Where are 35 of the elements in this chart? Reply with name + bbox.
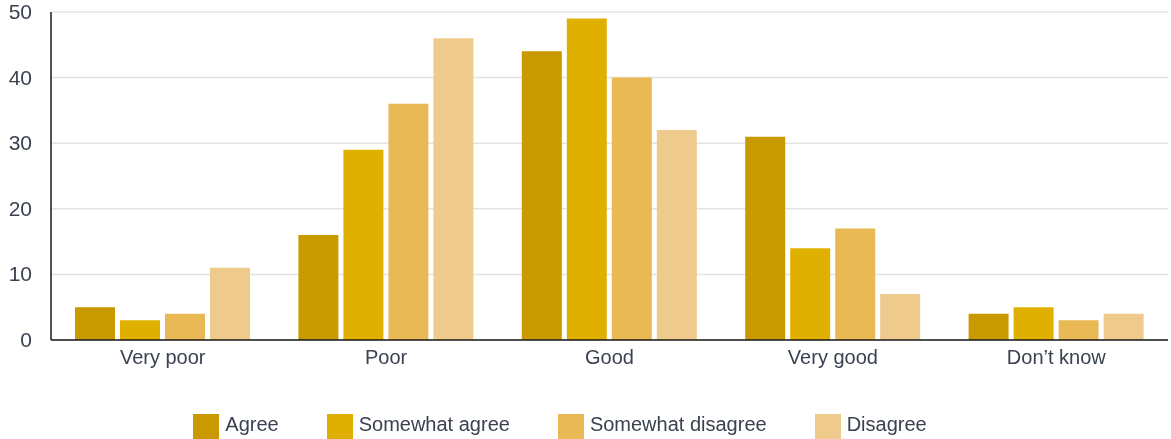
y-tick-label: 0: [20, 328, 32, 351]
x-tick-label: Very good: [787, 346, 878, 368]
bar: [388, 103, 429, 340]
x-tick-label: Don’t know: [1006, 346, 1107, 368]
bar: [745, 136, 786, 340]
y-tick-label: 50: [8, 0, 32, 23]
bar: [75, 307, 115, 340]
bar: [835, 228, 876, 340]
bar: [433, 38, 474, 340]
bar: [1103, 313, 1144, 340]
legend-label: Somewhat agree: [358, 413, 510, 435]
bar: [790, 248, 831, 340]
legend-label: Somewhat disagree: [589, 413, 767, 435]
x-tick-label: Very poor: [119, 346, 206, 368]
x-tick-label: Good: [585, 346, 634, 368]
bar: [1013, 307, 1054, 340]
bar: [165, 313, 205, 340]
bar: [611, 77, 652, 340]
y-tick-label: 40: [8, 65, 32, 89]
bar: [521, 51, 562, 340]
bar: [1058, 320, 1099, 340]
bar: [210, 267, 250, 340]
y-tick-label: 20: [8, 196, 32, 220]
legend-label: Disagree: [846, 413, 927, 435]
bar: [343, 149, 384, 340]
bar: [120, 320, 160, 340]
bar: [298, 235, 339, 340]
y-tick-label: 30: [8, 131, 32, 155]
x-tick-label: Poor: [364, 346, 408, 368]
bar: [656, 130, 697, 340]
legend-label: Agree: [225, 413, 279, 435]
bar: [880, 294, 921, 340]
bar: [968, 313, 1009, 340]
bar: [566, 18, 607, 340]
y-tick-label: 10: [8, 262, 32, 286]
